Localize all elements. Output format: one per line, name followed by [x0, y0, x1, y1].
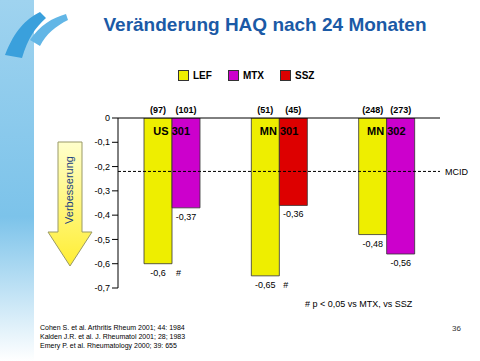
html-text:Kalden J.R. et al. J. Rheumato: Kalden J.R. et al. J. Rheumatol 2001; 28…: [40, 333, 186, 340]
svg-text:-0,6: -0,6: [150, 268, 166, 278]
svg-text:(273): (273): [390, 105, 411, 115]
svg-text:#: #: [283, 280, 288, 290]
svg-text:-0,6: -0,6: [94, 259, 110, 269]
html-text:SSZ: SSZ: [295, 70, 315, 81]
html-text:Emery P. et al. Rheumatology 2: Emery P. et al. Rheumatology 2000; 39: 6…: [40, 342, 177, 349]
html-text:# p < 0,05 vs MTX, vs SSZ: # p < 0,05 vs MTX, vs SSZ: [305, 299, 413, 309]
html-text:Cohen S. et al. Arthritis Rheu: Cohen S. et al. Arthritis Rheum 2001; 44…: [40, 324, 185, 331]
svg-text:-0,48: -0,48: [362, 239, 383, 249]
svg-text:(248): (248): [362, 105, 383, 115]
svg-text:US 301: US 301: [153, 125, 190, 137]
svg-text:MN 302: MN 302: [367, 125, 406, 137]
svg-text:-0,2: -0,2: [94, 162, 110, 172]
svg-text:MCID: MCID: [445, 167, 468, 177]
svg-text:#: #: [176, 268, 181, 278]
svg-text:-0,36: -0,36: [283, 209, 304, 219]
svg-text:-0,56: -0,56: [390, 258, 411, 268]
svg-text:-0,65: -0,65: [255, 280, 276, 290]
html-text:Veränderung HAQ nach 24 Monate: Veränderung HAQ nach 24 Monaten: [103, 14, 427, 35]
svg-text:Verbesserung: Verbesserung: [63, 156, 75, 224]
svg-text:-0,1: -0,1: [94, 137, 110, 147]
svg-text:-0,3: -0,3: [94, 186, 110, 196]
svg-text:(51): (51): [257, 105, 273, 115]
html-text:MTX: MTX: [242, 70, 264, 81]
svg-text:(45): (45): [285, 105, 301, 115]
svg-text:(101): (101): [175, 105, 196, 115]
svg-text:0: 0: [105, 113, 110, 123]
svg-text:-0,4: -0,4: [94, 210, 110, 220]
html-text:LEF: LEF: [193, 70, 212, 81]
svg-text:-0,37: -0,37: [176, 212, 197, 222]
svg-text:MN 301: MN 301: [260, 125, 299, 137]
svg-text:(97): (97): [150, 105, 166, 115]
html-text:36: 36: [452, 324, 461, 333]
svg-text:-0,5: -0,5: [94, 235, 110, 245]
svg-text:-0,7: -0,7: [94, 283, 110, 293]
